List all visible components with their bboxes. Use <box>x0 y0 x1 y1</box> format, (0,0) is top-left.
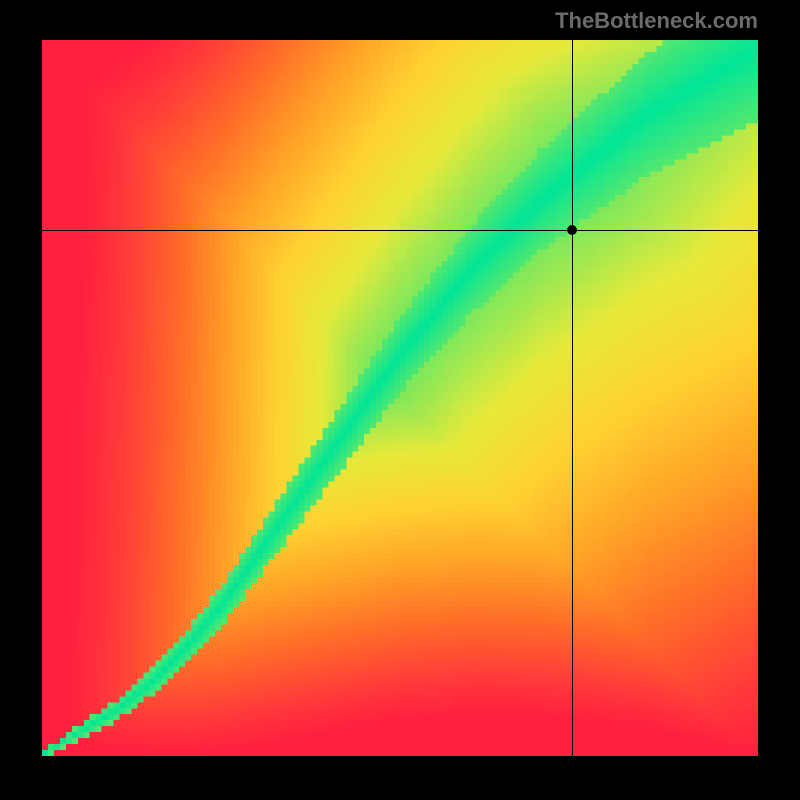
bottleneck-heatmap-plot <box>42 40 758 756</box>
crosshair-vertical <box>572 40 573 756</box>
heatmap-canvas <box>42 40 758 756</box>
crosshair-horizontal <box>42 230 758 231</box>
watermark-text: TheBottleneck.com <box>555 8 758 34</box>
marker-dot <box>567 225 577 235</box>
